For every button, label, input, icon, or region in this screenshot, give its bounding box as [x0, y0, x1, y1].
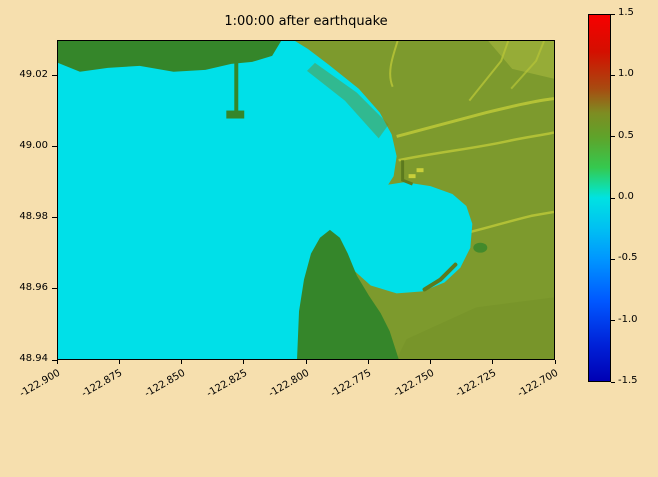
colorbar-tick-label: 1.0: [618, 68, 634, 80]
colorbar-tick-label: 0.0: [618, 191, 634, 202]
x-tick-mark: [492, 360, 494, 364]
sand-spit: [422, 262, 458, 292]
y-tick-mark: [52, 217, 57, 219]
y-tick-mark: [52, 288, 57, 290]
y-tick-mark: [52, 146, 57, 148]
x-tick-mark: [367, 360, 369, 364]
x-tick-mark: [56, 360, 58, 364]
y-tick-mark: [52, 75, 57, 77]
bay-water: [324, 182, 473, 294]
ferry-jetty: [234, 61, 239, 114]
colorbar-tick-mark: [611, 381, 615, 383]
y-tick-label: 48.94: [19, 353, 48, 364]
colorbar-tick-label: -1.5: [618, 375, 638, 386]
marina-dot: [416, 168, 424, 173]
marina-dot: [408, 174, 416, 179]
y-tick-label: 48.98: [19, 210, 48, 222]
y-tick-label: 49.00: [19, 139, 48, 151]
river-4: [389, 41, 399, 88]
bay-jetty: [401, 160, 414, 186]
y-tick-label: 48.96: [19, 281, 48, 293]
colorbar-gradient: [589, 15, 610, 381]
colorbar-tick-mark: [611, 197, 615, 199]
ferry-terminal: [226, 110, 245, 119]
shore-patch: [473, 242, 488, 253]
y-tick-label: 49.02: [19, 68, 48, 80]
x-tick-mark: [305, 360, 307, 364]
colorbar-tick-mark: [611, 13, 615, 15]
colorbar-tick-mark: [611, 320, 615, 322]
x-tick-mark: [243, 360, 245, 364]
plot-title: 1:00:00 after earthquake: [224, 14, 388, 29]
river-2: [398, 131, 554, 162]
x-tick-mark: [430, 360, 431, 364]
figure: 1:00:00 after earthquake: [18, 7, 638, 400]
colorbar-tick-mark: [611, 74, 615, 76]
colorbar-tick-mark: [611, 258, 615, 260]
x-tick-mark: [554, 360, 556, 364]
peninsula: [297, 229, 399, 359]
map-canvas: [58, 41, 554, 359]
river-5: [468, 41, 510, 102]
mainland-shade: [306, 62, 389, 139]
river-1: [396, 97, 554, 138]
x-tick-mark: [181, 360, 182, 364]
colorbar-tick-mark: [611, 136, 615, 138]
plot-area: [57, 40, 555, 360]
colorbar-tick-label: 1.5: [618, 7, 634, 18]
y-tick-mark: [52, 359, 57, 361]
colorbar-tick-label: -0.5: [618, 252, 638, 264]
colorbar-tick-label: -1.0: [618, 313, 638, 325]
colorbar-tick-label: 0.5: [618, 129, 634, 141]
landmass-northwest: [58, 41, 282, 72]
x-tick-mark: [118, 360, 120, 364]
mainland-shade: [396, 297, 554, 359]
river-6: [510, 41, 545, 90]
colorbar: [588, 14, 611, 382]
